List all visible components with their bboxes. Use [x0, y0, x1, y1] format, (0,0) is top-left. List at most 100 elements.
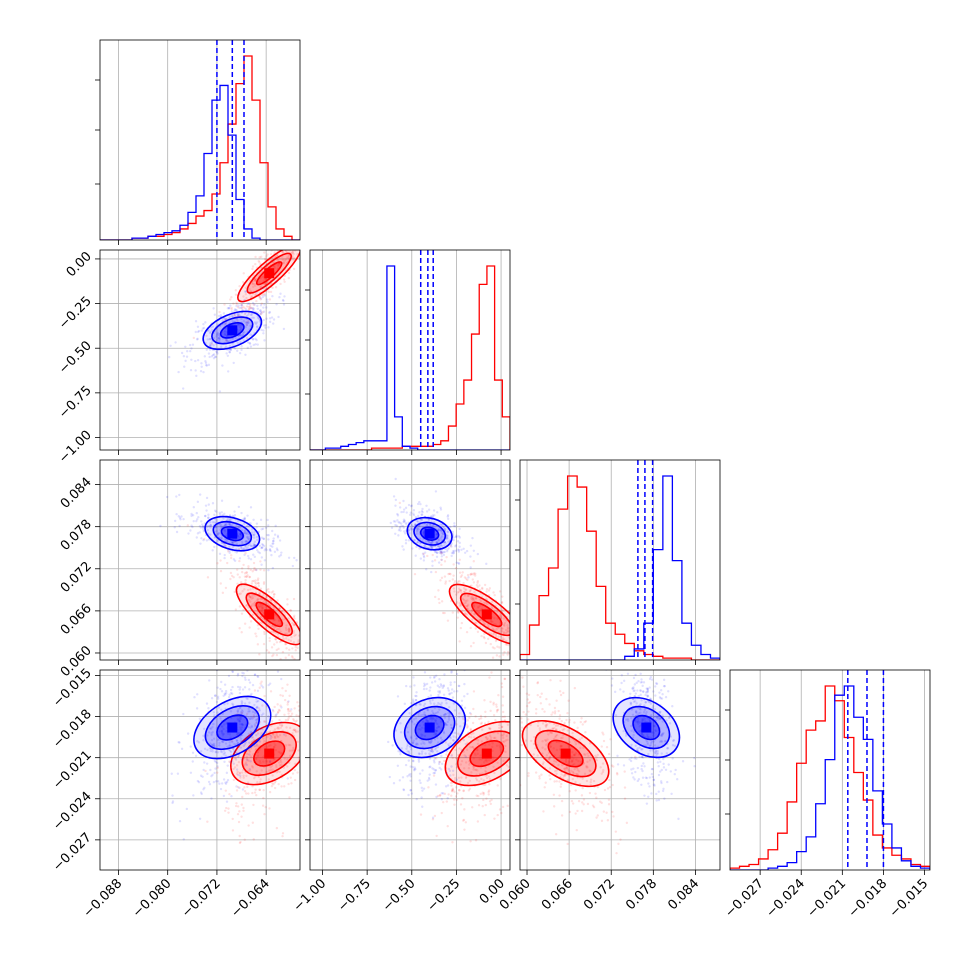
scatter-point-blue	[236, 341, 240, 345]
scatter-point-blue	[265, 288, 269, 291]
scatter-point-blue	[212, 737, 216, 740]
scatter-point-red	[596, 814, 599, 817]
scatter-point-red	[470, 595, 473, 599]
scatter-point-blue	[196, 338, 199, 341]
scatter-point-red	[314, 679, 316, 681]
scatter-point-red	[277, 618, 281, 622]
scatter-point-red	[559, 679, 562, 682]
scatter-point-red	[248, 305, 252, 308]
scatter-point-blue	[230, 795, 233, 798]
scatter-point-blue	[409, 789, 412, 792]
scatter-point-red	[517, 652, 519, 654]
scatter-point-red	[252, 714, 256, 717]
scatter-point-red	[276, 259, 280, 262]
scatter-point-blue	[411, 525, 415, 528]
scatter-point-blue	[239, 340, 242, 344]
scatter-point-blue	[213, 771, 216, 775]
scatter-point-red	[260, 731, 263, 735]
scatter-point-blue	[427, 741, 431, 744]
scatter-point-blue	[207, 707, 210, 710]
scatter-point-red	[474, 839, 478, 842]
scatter-point-red	[585, 779, 589, 783]
scatter-point-red	[515, 727, 517, 729]
scatter-point-blue	[238, 691, 242, 695]
scatter-point-blue	[271, 542, 274, 545]
scatter-point-red	[472, 560, 475, 563]
scatter-point-blue	[412, 509, 416, 512]
scatter-point-red	[489, 620, 493, 623]
scatter-point-blue	[431, 709, 434, 713]
scatter-point-blue	[223, 530, 227, 533]
scatter-point-blue	[456, 548, 460, 551]
scatter-point-blue	[432, 771, 435, 775]
scatter-point-red	[552, 737, 556, 741]
scatter-point-blue	[460, 548, 463, 551]
scatter-point-blue	[432, 509, 436, 512]
scatter-point-blue	[397, 520, 400, 524]
scatter-point-blue	[441, 525, 445, 528]
scatter-point-blue	[240, 700, 243, 703]
scatter-point-red	[552, 722, 556, 726]
x-tick-label: −0.024	[763, 876, 808, 921]
scatter-point-blue	[436, 722, 439, 726]
scatter-point-blue	[251, 545, 254, 548]
scatter-point-red	[492, 756, 495, 759]
scatter-point-blue	[264, 326, 267, 329]
panel-frame-3-3	[729, 669, 931, 871]
scatter-point-blue	[219, 687, 222, 691]
scatter-point-red	[218, 310, 221, 314]
scatter-point-blue	[405, 523, 408, 526]
scatter-point-blue	[429, 694, 433, 697]
scatter-point-red	[608, 785, 612, 789]
scatter-point-blue	[242, 331, 246, 334]
scatter-point-red	[458, 587, 461, 590]
scatter-point-blue	[225, 334, 229, 338]
scatter-point-red	[446, 824, 449, 828]
scatter-point-red	[305, 689, 307, 691]
scatter-point-red	[554, 833, 558, 836]
scatter-point-blue	[266, 298, 269, 301]
scatter-point-blue	[457, 550, 461, 553]
scatter-point-blue	[432, 712, 436, 715]
scatter-point-blue	[435, 729, 438, 733]
scatter-point-red	[279, 751, 282, 754]
scatter-point-red	[517, 702, 519, 704]
scatter-point-blue	[441, 686, 444, 690]
scatter-point-red	[276, 710, 280, 714]
scatter-point-red	[484, 710, 487, 714]
scatter-point-red	[273, 786, 277, 790]
scatter-point-red	[452, 587, 456, 590]
scatter-point-blue	[447, 712, 450, 715]
y-tick-label: 0.072	[58, 559, 95, 596]
scatter-point-red	[285, 637, 288, 640]
scatter-point-red	[472, 768, 475, 771]
scatter-point-blue	[439, 683, 443, 686]
scatter-point-red	[498, 744, 501, 747]
scatter-point-blue	[242, 319, 246, 323]
scatter-point-blue	[202, 727, 206, 731]
scatter-point-red	[252, 274, 255, 277]
scatter-point-blue	[431, 564, 434, 567]
scatter-point-blue	[247, 313, 250, 316]
scatter-point-red	[240, 303, 244, 306]
scatter-point-red	[277, 708, 281, 712]
scatter-point-blue	[216, 765, 219, 768]
scatter-point-blue	[415, 742, 418, 745]
scatter-point-blue	[446, 537, 449, 540]
scatter-point-red	[297, 639, 300, 642]
scatter-point-red	[280, 724, 284, 727]
scatter-point-blue	[219, 717, 222, 720]
scatter-point-blue	[234, 758, 238, 761]
scatter-point-blue	[437, 544, 440, 548]
y-tick-label: −0.021	[50, 748, 95, 793]
scatter-point-red	[476, 606, 480, 609]
scatter-point-red	[610, 764, 614, 767]
scatter-point-red	[270, 764, 274, 767]
scatter-point-blue	[443, 540, 447, 544]
scatter-point-blue	[222, 517, 225, 520]
scatter-point-red	[466, 599, 469, 602]
scatter-point-red	[256, 754, 260, 758]
scatter-point-blue	[194, 320, 198, 323]
scatter-point-blue	[233, 310, 236, 313]
histogram-red-1	[310, 265, 510, 450]
